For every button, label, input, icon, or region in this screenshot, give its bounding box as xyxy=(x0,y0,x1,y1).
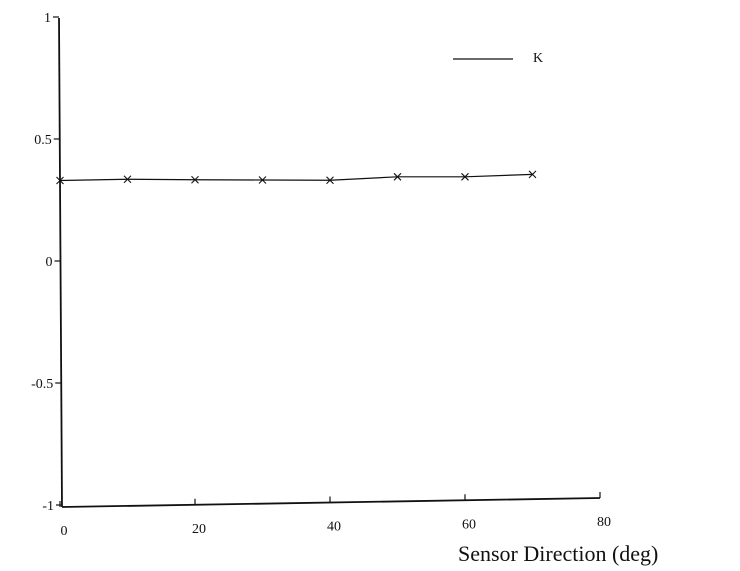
data-point-0-0 xyxy=(56,176,64,185)
y-axis-line xyxy=(58,17,63,508)
data-point-0-6 xyxy=(461,172,469,181)
x-axis-line xyxy=(61,497,601,508)
data-point-0-2 xyxy=(191,175,199,184)
y-tick-label-1: -0.5 xyxy=(31,377,53,392)
x-axis-title: Sensor Direction (deg) xyxy=(458,541,658,566)
data-point-0-7 xyxy=(528,170,537,179)
y-tick-label-3: 0.5 xyxy=(34,133,52,148)
data-point-0-4 xyxy=(326,176,334,185)
x-tick-label-0: 0 xyxy=(61,524,68,539)
legend: K xyxy=(453,51,543,66)
data-point-0-5 xyxy=(393,172,402,181)
series-layer xyxy=(56,170,537,185)
data-point-0-1 xyxy=(123,175,132,184)
y-tick-label-0: -1 xyxy=(42,499,54,514)
x-tick-label-1: 20 xyxy=(192,522,206,537)
x-tick-label-4: 80 xyxy=(597,515,611,530)
y-tick-label-2: 0 xyxy=(45,255,52,270)
data-point-0-3 xyxy=(258,176,267,184)
x-ticks: 0 20 40 60 80 xyxy=(59,492,611,539)
series-line-0 xyxy=(59,173,533,182)
axes xyxy=(58,17,601,508)
x-tick-label-2: 40 xyxy=(327,520,341,535)
y-tick-label-4: 1 xyxy=(44,11,51,26)
x-tick-label-3: 60 xyxy=(462,517,476,532)
y-ticks: -1 -0.5 0 0.5 1 xyxy=(31,11,62,514)
legend-label-k: K xyxy=(533,51,543,66)
